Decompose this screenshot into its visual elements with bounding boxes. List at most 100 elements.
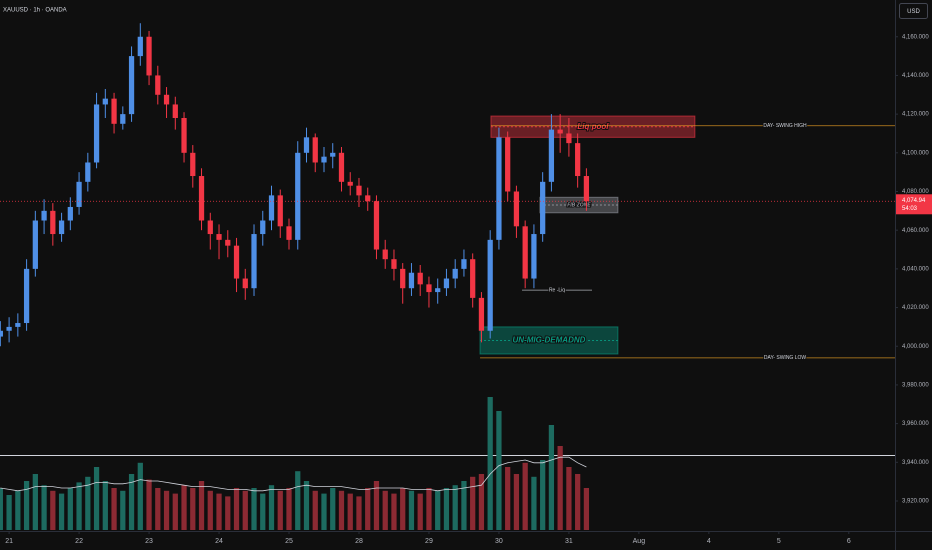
volume-bar bbox=[557, 446, 563, 530]
candle-body bbox=[575, 143, 581, 177]
candle-body bbox=[382, 249, 388, 260]
volume-bar bbox=[277, 490, 283, 530]
currency-label[interactable]: USD bbox=[907, 9, 920, 15]
y-tick-label: 3,960.000 bbox=[902, 421, 929, 427]
volume-bar bbox=[198, 481, 205, 530]
x-tick-label: 5 bbox=[777, 538, 781, 545]
candle-body bbox=[338, 152, 345, 182]
volume-bar bbox=[268, 485, 275, 530]
y-tick-label: 4,080.000 bbox=[902, 189, 929, 195]
volume-bar bbox=[233, 488, 240, 530]
y-tick-label: 4,020.000 bbox=[902, 305, 929, 311]
x-tick-label: 21 bbox=[5, 538, 13, 545]
candle-body bbox=[286, 226, 292, 240]
candle-body bbox=[487, 239, 493, 331]
candle-body bbox=[426, 284, 432, 293]
candle-body bbox=[303, 137, 310, 153]
candle-body bbox=[531, 234, 537, 279]
candle-body bbox=[93, 104, 100, 163]
last-price-label: 4,074.94 bbox=[902, 198, 926, 204]
candle-body bbox=[32, 220, 38, 269]
volume-bar bbox=[225, 496, 231, 530]
volume-bar bbox=[347, 493, 353, 530]
candle-body bbox=[260, 220, 266, 235]
candle-body bbox=[540, 181, 546, 235]
last-price-box bbox=[896, 194, 932, 215]
volume-bar bbox=[137, 462, 143, 530]
volume-bar bbox=[330, 488, 336, 530]
y-tick-label: 4,100.000 bbox=[902, 150, 929, 156]
candle-body bbox=[408, 272, 415, 289]
volume-bar bbox=[417, 493, 423, 530]
candle-body bbox=[41, 210, 47, 221]
y-tick-label: 3,940.000 bbox=[902, 460, 929, 466]
candle-body bbox=[251, 234, 257, 289]
candle-body bbox=[207, 220, 213, 235]
currency-button[interactable] bbox=[899, 3, 928, 19]
x-tick-label: 23 bbox=[145, 538, 153, 545]
volume-bar bbox=[242, 490, 248, 530]
candle-body bbox=[277, 195, 283, 227]
x-tick-label: 6 bbox=[847, 538, 851, 545]
volume-bar bbox=[216, 493, 222, 530]
candle-body bbox=[566, 133, 572, 144]
candle-body bbox=[443, 278, 450, 289]
candle-body bbox=[513, 191, 520, 227]
candle-body bbox=[111, 98, 117, 124]
candle-body bbox=[146, 36, 152, 76]
volume-bar bbox=[172, 493, 178, 530]
x-tick-label: 4 bbox=[707, 538, 711, 545]
candle-body bbox=[172, 104, 178, 118]
volume-bar bbox=[575, 474, 581, 530]
candle-body bbox=[23, 268, 30, 324]
volume-bar bbox=[260, 493, 266, 530]
candle-body bbox=[452, 268, 458, 279]
candle-body bbox=[321, 156, 327, 163]
candle-body bbox=[505, 137, 511, 192]
y-tick-label: 3,980.000 bbox=[902, 383, 929, 389]
candle-body bbox=[522, 226, 528, 279]
candle-body bbox=[268, 195, 275, 221]
volume-bar bbox=[207, 490, 213, 530]
candle-body bbox=[557, 129, 563, 134]
volume-bar bbox=[76, 482, 82, 530]
volume-bar bbox=[522, 462, 528, 530]
volume-bar bbox=[408, 490, 415, 530]
volume-bar bbox=[478, 474, 485, 530]
candle-body bbox=[190, 152, 196, 177]
volume-bar bbox=[426, 488, 432, 530]
volume-bar bbox=[443, 488, 450, 530]
countdown-label: 54:03 bbox=[902, 206, 918, 212]
symbol-title: XAUUSD · 1h · OANDA bbox=[3, 8, 67, 14]
volume-bar bbox=[155, 488, 161, 530]
x-tick-label: 30 bbox=[495, 538, 503, 545]
x-tick-label: 24 bbox=[215, 538, 223, 545]
volume-bar bbox=[365, 488, 371, 530]
volume-bar bbox=[146, 479, 152, 530]
volume-bar bbox=[321, 493, 327, 530]
candle-body bbox=[15, 323, 21, 327]
volume-bar bbox=[111, 488, 117, 530]
candle-body bbox=[137, 36, 143, 57]
volume-bar bbox=[338, 490, 345, 530]
candle-body bbox=[216, 234, 222, 240]
volume-bar bbox=[400, 488, 406, 530]
candle-body bbox=[163, 94, 170, 105]
volume-bar bbox=[531, 476, 537, 530]
zone-label: Liq pool bbox=[577, 122, 609, 131]
candle-body bbox=[128, 56, 135, 115]
volume-bar bbox=[41, 485, 47, 530]
candle-body bbox=[198, 176, 205, 221]
x-tick-label: 29 bbox=[425, 538, 433, 545]
zone-label: UN-MIG-DEMADND bbox=[513, 336, 586, 345]
candle-body bbox=[50, 210, 56, 235]
candle-body bbox=[6, 326, 12, 331]
volume-bar bbox=[312, 490, 318, 530]
volume-ma bbox=[0, 456, 587, 492]
volume-bar bbox=[540, 460, 546, 530]
candle-body bbox=[155, 75, 161, 95]
candle-body bbox=[242, 278, 248, 289]
y-tick-label: 4,140.000 bbox=[902, 73, 929, 79]
volume-bar bbox=[190, 488, 196, 530]
